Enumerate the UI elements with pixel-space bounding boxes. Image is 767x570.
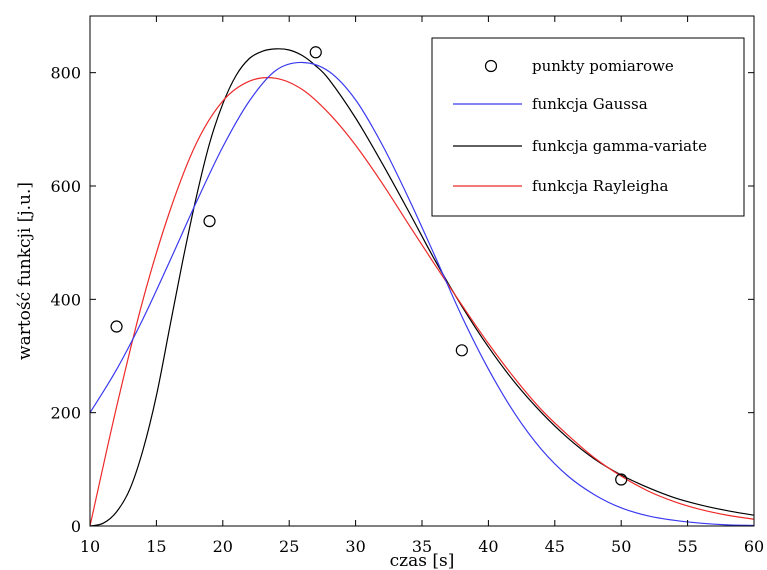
x-tick-label: 35 bbox=[412, 537, 432, 556]
legend-label-gauss: funkcja Gaussa bbox=[532, 95, 648, 113]
x-tick-label: 10 bbox=[80, 537, 100, 556]
x-tick-label: 15 bbox=[146, 537, 166, 556]
series-layer bbox=[89, 48, 755, 527]
data-point bbox=[309, 46, 322, 59]
series-line-gauss bbox=[89, 61, 755, 527]
y-tick-label: 0 bbox=[71, 517, 81, 536]
y-tick-label: 200 bbox=[50, 404, 81, 423]
y-tick-label: 400 bbox=[50, 290, 81, 309]
y-tick-label: 600 bbox=[50, 177, 81, 196]
y-tick-label: 800 bbox=[50, 64, 81, 83]
x-tick-label: 60 bbox=[744, 537, 764, 556]
x-tick-label: 40 bbox=[478, 537, 498, 556]
legend-label-gamma: funkcja gamma-variate bbox=[532, 137, 707, 155]
x-tick-label: 30 bbox=[345, 537, 365, 556]
x-tick-label: 45 bbox=[545, 537, 565, 556]
x-tick-label: 55 bbox=[677, 537, 697, 556]
y-axis-title: wartość funkcji [j.u.] bbox=[15, 182, 35, 360]
legend-label-points: punkty pomiarowe bbox=[532, 57, 674, 75]
legend: punkty pomiarowe funkcja Gaussa funkcja … bbox=[431, 37, 745, 217]
x-axis-title: czas [s] bbox=[390, 551, 455, 570]
data-point bbox=[203, 215, 216, 228]
x-tick-label: 25 bbox=[279, 537, 299, 556]
data-point bbox=[110, 320, 123, 333]
legend-label-rayleigh: funkcja Rayleigha bbox=[532, 177, 669, 195]
x-tick-label: 20 bbox=[213, 537, 233, 556]
points-layer bbox=[110, 46, 628, 486]
x-tick-label: 50 bbox=[611, 537, 631, 556]
data-point bbox=[455, 344, 468, 357]
data-point bbox=[615, 473, 628, 486]
legend-marker-points bbox=[484, 59, 498, 73]
series-line-rayleigh bbox=[89, 77, 755, 527]
